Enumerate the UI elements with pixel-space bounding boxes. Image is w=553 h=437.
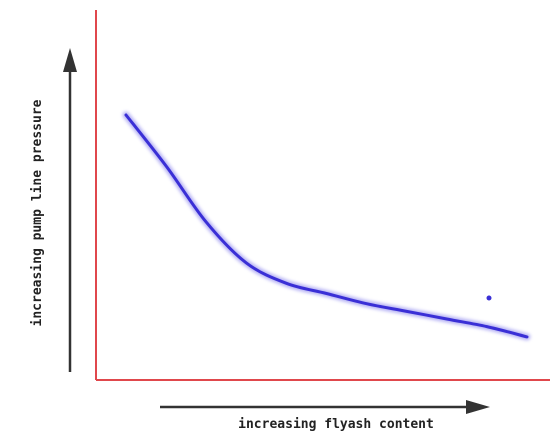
y-direction-arrowhead [63,48,77,72]
x-direction-arrowhead [466,400,490,414]
y-axis-label: increasing pump line pressure [30,99,45,326]
series-line-glow [122,111,531,341]
series-line [124,113,529,339]
series-group [122,111,531,341]
x-axis-label: increasing flyash content [238,417,434,432]
stray-dot [486,295,492,301]
